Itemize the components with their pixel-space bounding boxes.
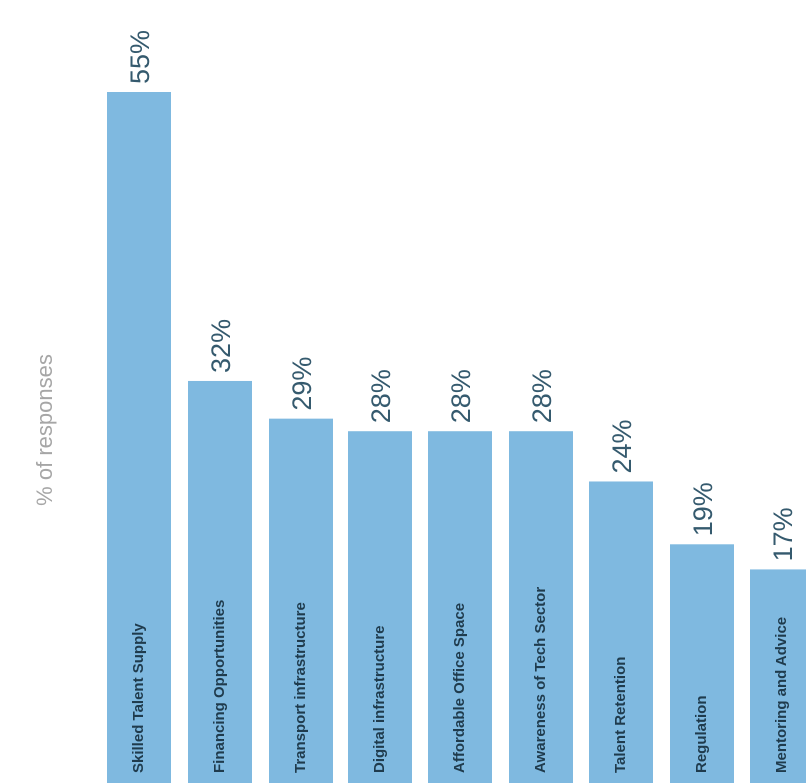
category-label-6: Awareness of Tech Sector [532,587,549,773]
category-label-3: Transport infrastructure [292,602,309,773]
data-label-3: 29% [287,357,317,411]
bar-5 [428,431,492,783]
data-label-6: 28% [527,369,557,423]
category-label-9: Mentoring and Advice [773,617,790,773]
category-label-4: Digital infrastructure [371,625,388,773]
data-label-8: 19% [688,482,718,536]
bar-3 [269,418,333,783]
data-label-2: 32% [206,319,236,373]
bar-6 [509,431,573,783]
bar-9 [750,569,806,783]
data-label-5: 28% [446,369,476,423]
data-label-4: 28% [366,369,396,423]
category-label-2: Financing Opportunities [211,600,228,773]
bar-7 [589,481,653,783]
data-label-1: 55% [125,30,155,84]
bar-1 [107,92,171,783]
bar-2 [188,380,252,783]
category-label-5: Affordable Office Space [451,603,468,773]
bar-4 [348,431,412,783]
data-label-9: 17% [768,507,798,561]
category-label-8: Regulation [693,696,710,774]
category-label-1: Skilled Talent Supply [130,623,147,773]
category-label-7: Talent Retention [612,657,629,773]
y-axis-label: % of responses [32,354,57,506]
data-label-7: 24% [607,419,637,473]
bar-8 [670,544,734,783]
